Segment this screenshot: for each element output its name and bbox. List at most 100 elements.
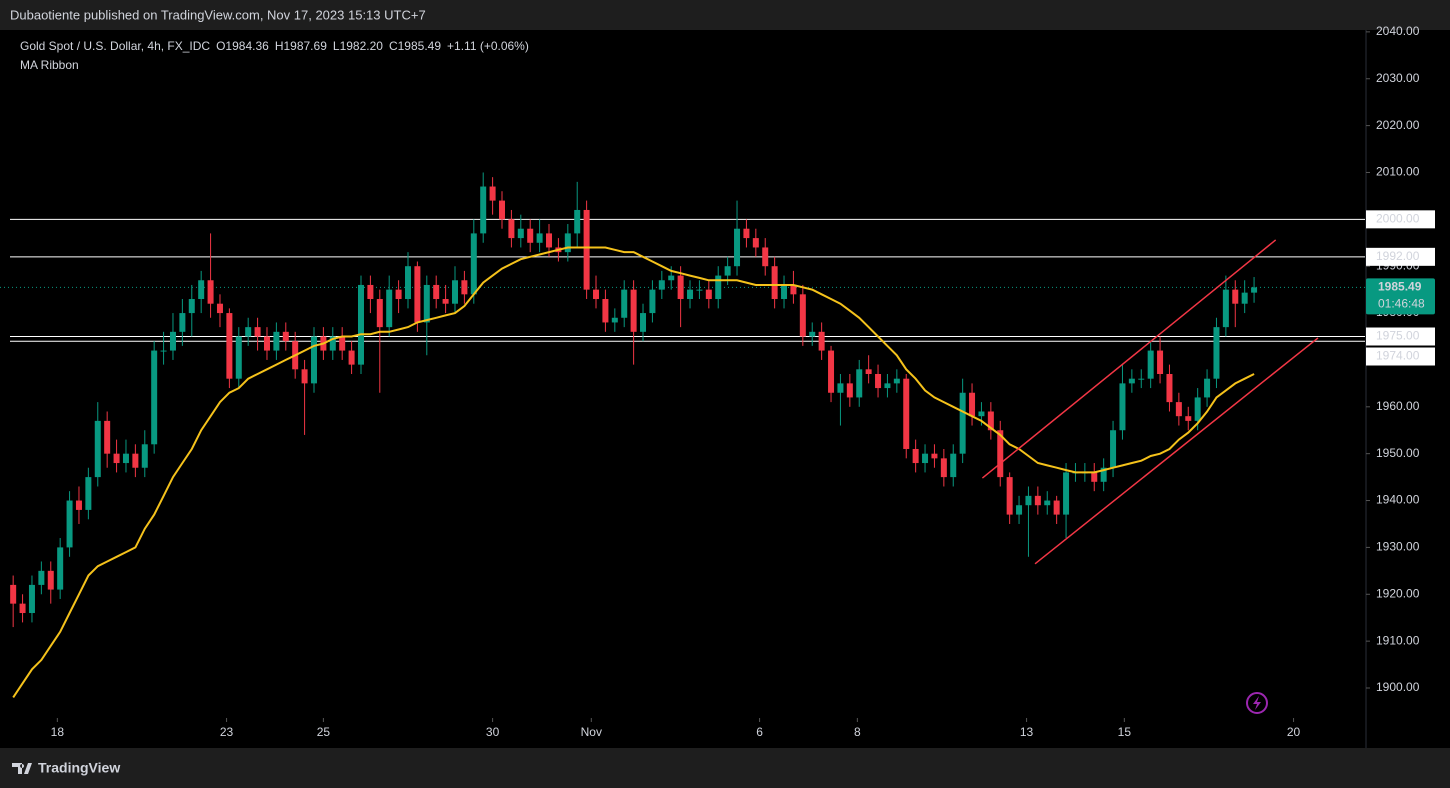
candle-body xyxy=(1175,402,1182,417)
y-tick-label: 1900.00 xyxy=(1376,680,1420,694)
level-label: 1975.00 xyxy=(1376,329,1420,343)
candle-body xyxy=(1232,289,1239,304)
candle-body xyxy=(480,186,487,234)
legend-value: 1984.36 xyxy=(225,39,269,53)
candle-body xyxy=(461,280,468,295)
candle-body xyxy=(1006,477,1013,515)
legend-change: +1.11 (+0.06%) xyxy=(447,39,529,53)
candle-body xyxy=(1204,378,1211,398)
candle-body xyxy=(790,284,797,295)
candle-body xyxy=(179,313,186,332)
ma-line xyxy=(12,246,1255,698)
level-box xyxy=(1366,327,1435,346)
x-tick-label: Nov xyxy=(581,725,602,739)
plot-bg xyxy=(0,30,1450,748)
candle-body xyxy=(734,228,741,267)
candle-body xyxy=(912,448,919,464)
candle-body xyxy=(1147,350,1154,379)
candle-body xyxy=(546,233,553,248)
candle-body xyxy=(254,327,261,337)
candle-body xyxy=(875,374,882,389)
candle-body xyxy=(1100,467,1107,482)
candle-body xyxy=(630,289,637,332)
candle-body xyxy=(1194,397,1201,421)
candle-body xyxy=(536,233,543,243)
candle-body xyxy=(75,500,82,510)
legend-value: 1987.69 xyxy=(283,39,327,53)
candle-body xyxy=(687,289,694,300)
candle-body xyxy=(263,336,270,351)
candle-body xyxy=(273,331,280,351)
x-tick-label: 20 xyxy=(1287,725,1301,739)
candle-body xyxy=(442,299,449,304)
candle-body xyxy=(1119,383,1126,431)
x-tick-label: 23 xyxy=(220,725,234,739)
candle-body xyxy=(997,430,1004,478)
legend-key: H xyxy=(275,39,284,53)
x-tick-label: 25 xyxy=(317,725,331,739)
candle-body xyxy=(470,233,477,295)
candle-body xyxy=(329,336,336,351)
candle-body xyxy=(66,500,73,548)
alert-icon xyxy=(1246,692,1268,714)
candle-body xyxy=(169,331,176,351)
y-tick-label: 1910.00 xyxy=(1376,633,1420,647)
candle-body xyxy=(799,294,806,337)
candle-body xyxy=(574,209,581,234)
candle-body xyxy=(752,238,759,248)
candle-body xyxy=(235,336,242,379)
candle-body xyxy=(151,350,158,445)
y-tick-label: 1950.00 xyxy=(1376,446,1420,460)
candle-body xyxy=(771,266,778,300)
candle-body xyxy=(414,266,421,323)
candle-body xyxy=(527,228,534,243)
candle-body xyxy=(423,284,430,323)
candle-body xyxy=(226,313,233,379)
candle-body xyxy=(395,289,402,300)
candle-body xyxy=(301,369,308,384)
x-tick-label: 6 xyxy=(756,725,763,739)
candle-body xyxy=(856,369,863,398)
y-tick-label: 2010.00 xyxy=(1376,165,1420,179)
candle-body xyxy=(950,453,957,478)
candle-body xyxy=(715,275,722,300)
candle-body xyxy=(1213,327,1220,379)
candle-body xyxy=(583,209,590,290)
candle-body xyxy=(818,331,825,351)
candle-body xyxy=(404,266,411,300)
candle-body xyxy=(57,547,64,590)
candle-body xyxy=(940,458,947,478)
level-label: 1992.00 xyxy=(1376,249,1420,263)
legend-value: 1985.49 xyxy=(398,39,442,53)
candle-body xyxy=(339,336,346,351)
x-tick-label: 15 xyxy=(1118,725,1132,739)
candle-body xyxy=(1053,500,1060,515)
candle-body xyxy=(1091,472,1098,482)
candle-body xyxy=(696,289,703,291)
level-box xyxy=(1366,247,1435,266)
candle-body xyxy=(649,289,656,314)
candle-body xyxy=(922,453,929,464)
candle-body xyxy=(132,453,139,468)
indicator-label: MA Ribbon xyxy=(20,58,79,72)
candle-body xyxy=(282,331,289,342)
candle-body xyxy=(85,477,92,510)
level-box xyxy=(1366,347,1435,366)
y-tick-label: 1960.00 xyxy=(1376,399,1420,413)
candle-body xyxy=(94,420,101,478)
candle-body xyxy=(517,228,524,239)
y-tick-label: 1940.00 xyxy=(1376,493,1420,507)
candle-body xyxy=(216,303,223,314)
candle-body xyxy=(452,280,458,304)
candle-body xyxy=(19,603,26,614)
candle-body xyxy=(865,369,872,374)
candle-body xyxy=(931,453,938,459)
candle-body xyxy=(837,383,844,393)
candle-body xyxy=(113,453,120,464)
level-label: 2000.00 xyxy=(1376,212,1420,226)
last-price-box xyxy=(1366,278,1435,315)
candle-body xyxy=(310,336,317,384)
candle-body xyxy=(1128,378,1135,384)
candle-body xyxy=(893,378,900,384)
